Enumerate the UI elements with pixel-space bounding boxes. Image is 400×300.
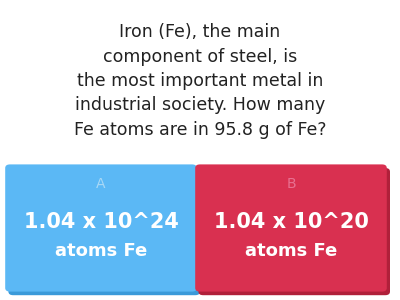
Text: Iron (Fe), the main
component of steel, is
the most important metal in
industria: Iron (Fe), the main component of steel, … bbox=[74, 23, 326, 139]
FancyBboxPatch shape bbox=[8, 168, 200, 295]
Text: 1.04 x 10^20: 1.04 x 10^20 bbox=[214, 212, 368, 232]
Text: B: B bbox=[286, 178, 296, 191]
FancyBboxPatch shape bbox=[195, 164, 387, 292]
FancyBboxPatch shape bbox=[5, 164, 197, 292]
Text: atoms Fe: atoms Fe bbox=[245, 242, 337, 260]
Text: 1.04 x 10^24: 1.04 x 10^24 bbox=[24, 212, 178, 232]
Text: A: A bbox=[96, 178, 106, 191]
FancyBboxPatch shape bbox=[198, 168, 390, 295]
Text: atoms Fe: atoms Fe bbox=[55, 242, 147, 260]
